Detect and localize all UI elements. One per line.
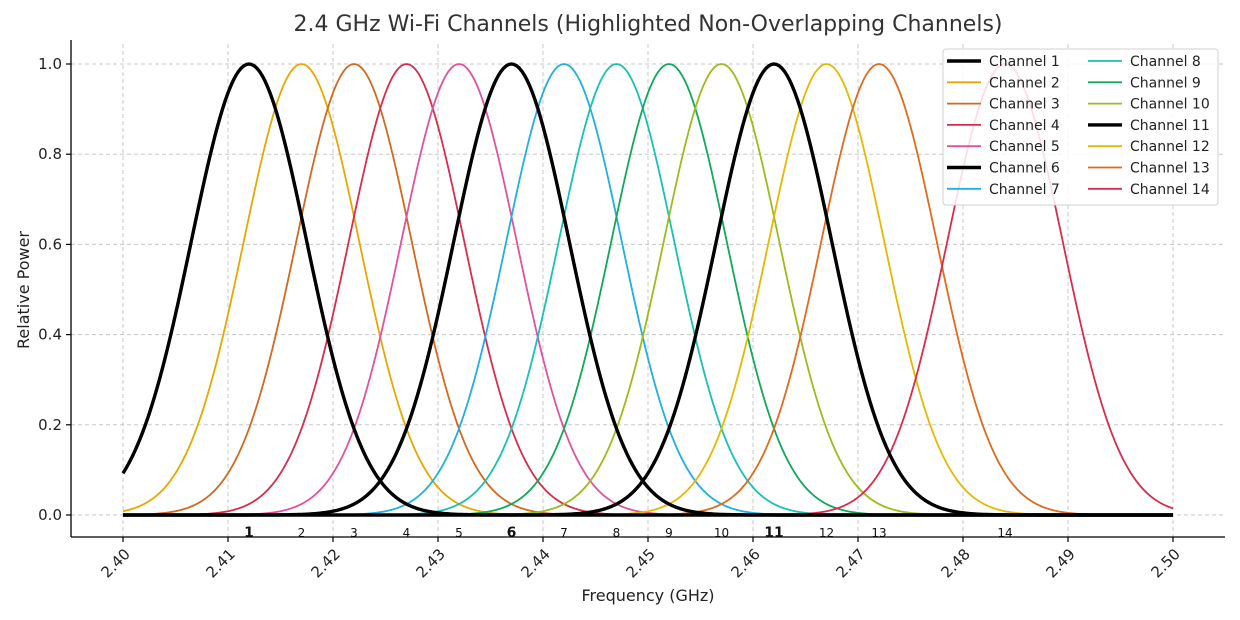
channel-label-11: 11	[764, 525, 783, 541]
series-line-channel-11	[123, 62, 1173, 517]
legend-label: Channel 3	[989, 97, 1060, 113]
y-tick-label: 0.8	[38, 145, 62, 163]
chart-title: 2.4 GHz Wi-Fi Channels (Highlighted Non-…	[294, 12, 1003, 37]
channel-label-4: 4	[403, 526, 411, 540]
channel-label-13: 13	[871, 526, 886, 540]
legend-label: Channel 12	[1130, 139, 1210, 155]
legend-label: Channel 1	[989, 54, 1060, 70]
channel-label-7: 7	[560, 526, 568, 540]
y-axis-title: Relative Power	[14, 231, 33, 349]
y-tick-label: 0.2	[38, 416, 62, 434]
channel-label-1: 1	[244, 525, 254, 541]
channel-number-labels: 1 2 3 4 5 6 7 8 9 10 11 12 13 14	[244, 525, 1013, 541]
legend-label: Channel 6	[989, 161, 1060, 177]
x-tick-label: 2.47	[832, 545, 868, 581]
legend-label: Channel 9	[1130, 75, 1201, 91]
channel-label-5: 5	[455, 526, 463, 540]
channel-label-6: 6	[507, 525, 517, 541]
channel-label-10: 10	[714, 526, 729, 540]
y-tick-label: 0.6	[38, 235, 62, 253]
legend-box	[942, 48, 1219, 206]
legend-label: Channel 14	[1130, 182, 1210, 198]
legend-label: Channel 5	[989, 139, 1060, 155]
legend-label: Channel 13	[1130, 161, 1210, 177]
x-tick-label: 2.50	[1147, 545, 1183, 581]
x-tick-label: 2.48	[937, 545, 973, 581]
x-tick-label: 2.41	[202, 545, 238, 581]
y-tick-label: 1.0	[38, 55, 62, 73]
channel-label-2: 2	[298, 526, 306, 540]
y-tick-label: 0.0	[38, 506, 62, 524]
x-axis-title: Frequency (GHz)	[581, 586, 714, 605]
y-tick-label: 0.4	[38, 326, 62, 344]
x-tick-label: 2.45	[622, 545, 658, 581]
legend-label: Channel 10	[1130, 97, 1210, 113]
x-tick-label: 2.40	[97, 545, 133, 581]
channel-label-3: 3	[350, 526, 358, 540]
channel-label-12: 12	[819, 526, 834, 540]
legend-label: Channel 8	[1130, 54, 1201, 70]
x-tick-label: 2.43	[412, 545, 448, 581]
legend-label: Channel 4	[989, 118, 1060, 134]
x-tick-label: 2.42	[307, 545, 343, 581]
channel-label-9: 9	[665, 526, 673, 540]
legend: Channel 1 Channel 2 Channel 3 Channel 4 Chan…	[942, 48, 1219, 206]
series-curves	[121, 62, 1174, 517]
legend-label: Channel 2	[989, 75, 1060, 91]
x-tick-label: 2.49	[1042, 545, 1078, 581]
channel-label-8: 8	[613, 526, 621, 540]
channel-label-14: 14	[997, 526, 1012, 540]
x-tick-label: 2.44	[517, 545, 553, 581]
legend-label: Channel 7	[989, 182, 1060, 198]
legend-label: Channel 11	[1130, 118, 1210, 134]
x-tick-label: 2.46	[727, 545, 763, 581]
